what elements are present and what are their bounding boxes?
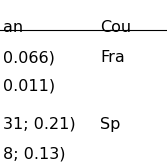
Text: 31; 0.21): 31; 0.21) — [3, 117, 76, 132]
Text: Fra: Fra — [100, 50, 125, 65]
Text: 0.066): 0.066) — [3, 50, 55, 65]
Text: an: an — [3, 20, 24, 35]
Text: 0.011): 0.011) — [3, 78, 55, 94]
Text: 8; 0.13): 8; 0.13) — [3, 147, 66, 162]
Text: Cou: Cou — [100, 20, 131, 35]
Text: Sp: Sp — [100, 117, 121, 132]
